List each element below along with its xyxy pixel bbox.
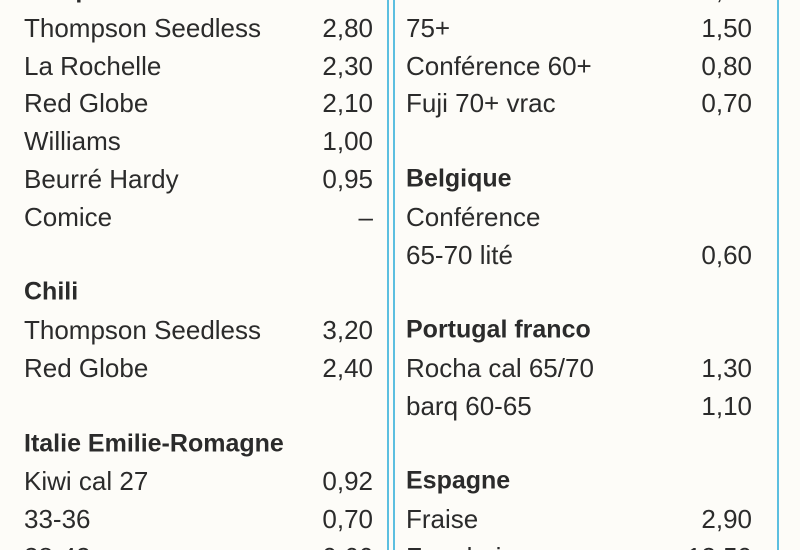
- item-price: 2,90: [701, 504, 752, 535]
- item-label: 75+: [406, 12, 451, 43]
- item-label: 33-36: [24, 504, 91, 535]
- item-label: 38-42: [24, 544, 91, 550]
- section-heading: Italie Emilie-Romagne: [24, 429, 284, 458]
- item-price: 2,30: [322, 50, 373, 81]
- section-heading: Chili: [24, 277, 79, 306]
- item-label: Rocha cal 65/70: [406, 353, 594, 383]
- column-divider: [387, 0, 389, 550]
- item-label: 70+: [406, 0, 450, 3]
- item-label: Conférence 60+: [406, 50, 592, 81]
- item-price: –: [358, 201, 373, 232]
- item-price: 0,60: [701, 239, 752, 270]
- item-price: 0,70: [322, 504, 373, 535]
- item-label: Red Globe: [24, 88, 149, 119]
- item-label: 65-70 lité: [406, 239, 513, 270]
- item-price: 2,80: [322, 12, 373, 43]
- item-price: 0,80: [701, 50, 752, 81]
- item-label: Thompson Seedless: [24, 12, 262, 43]
- item-price: 1,50: [701, 12, 752, 43]
- item-price: 1,30: [701, 353, 752, 383]
- item-label: Red Globe: [24, 353, 149, 383]
- column-border: [777, 0, 779, 550]
- item-label: Fuji 70+ vrac: [406, 88, 556, 119]
- item-price: 1,10: [701, 390, 752, 421]
- item-price: 3,20: [322, 315, 373, 346]
- item-label: Fraise: [406, 504, 479, 535]
- item-label: La Rochelle: [24, 50, 162, 81]
- item-price: 1,20: [701, 0, 752, 3]
- section-heading: Portugal franco: [406, 315, 591, 344]
- item-label: barq 60-65: [406, 390, 532, 421]
- item-price: 0,95: [322, 164, 373, 194]
- item-label: Thompson Seedless: [24, 315, 262, 346]
- column-divider: [393, 0, 395, 550]
- item-price: 0,92: [322, 466, 373, 497]
- item-label: Kiwi cal 27: [24, 466, 149, 497]
- item-price: 2,10: [322, 88, 373, 119]
- item-price: 0,66: [322, 544, 373, 550]
- item-label: Framboise: [406, 544, 529, 550]
- item-label: Comice: [24, 201, 113, 232]
- section-heading: Espagne: [406, 466, 511, 495]
- item-price: 0,70: [701, 88, 752, 119]
- item-label: Conférence: [406, 201, 541, 232]
- section-heading: Belgique: [406, 164, 512, 193]
- section-heading: Afrique du Sud: [24, 0, 203, 3]
- item-label: Williams: [24, 126, 121, 157]
- item-price: 12,50: [687, 544, 752, 550]
- item-price: 1,00: [322, 126, 373, 157]
- item-price: 2,40: [322, 353, 373, 383]
- item-label: Beurré Hardy: [24, 164, 179, 194]
